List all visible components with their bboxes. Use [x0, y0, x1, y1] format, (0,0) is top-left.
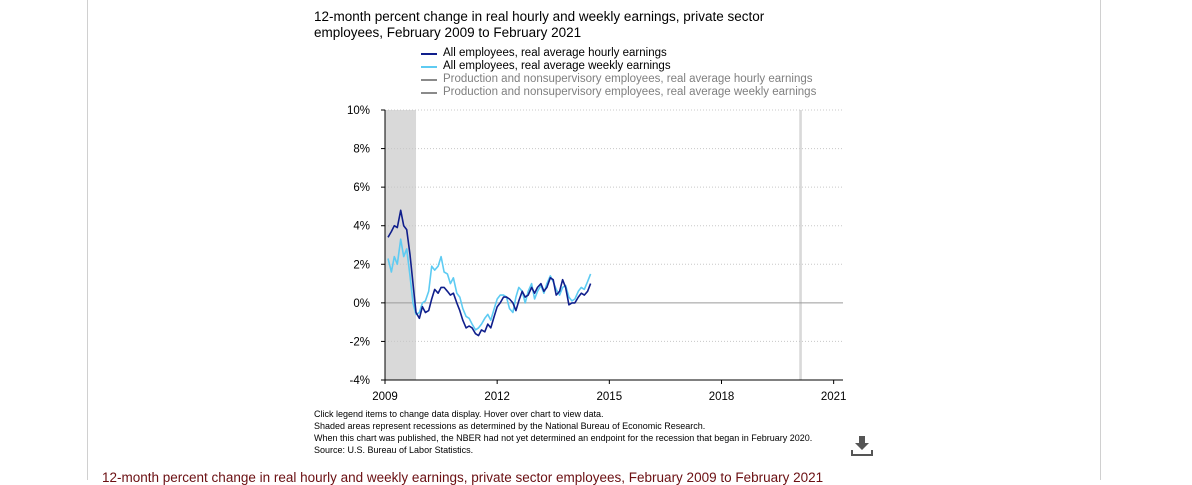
y-tick-label: 2%: [353, 259, 370, 271]
x-tick-label: 2009: [372, 391, 398, 403]
y-tick-label: 6%: [353, 182, 370, 194]
y-tick-label: -4%: [350, 375, 370, 387]
legend-swatch: [421, 52, 437, 55]
legend-item-production-hourly[interactable]: Production and nonsupervisory employees,…: [421, 73, 816, 86]
y-tick-label: -2%: [350, 336, 370, 348]
legend-item-all-weekly[interactable]: All employees, real average weekly earni…: [421, 60, 816, 73]
note-line: Source: U.S. Bureau of Labor Statistics.: [314, 445, 474, 455]
legend-label: All employees, real average hourly earni…: [443, 47, 667, 59]
x-tick-label: 2021: [821, 391, 847, 403]
legend-swatch: [421, 78, 437, 81]
series-line-hourly: [387, 209, 592, 337]
chart-title-link[interactable]: 12-month percent change in real hourly a…: [102, 470, 824, 485]
legend-item-all-hourly[interactable]: All employees, real average hourly earni…: [421, 47, 816, 60]
chart-legend: All employees, real average hourly earni…: [421, 47, 816, 99]
legend-item-production-weekly[interactable]: Production and nonsupervisory employees,…: [421, 86, 816, 99]
y-tick-label: 10%: [347, 105, 370, 117]
download-icon: [851, 436, 873, 456]
chart-notes: Click legend items to change data displa…: [314, 408, 812, 456]
legend-swatch: [421, 65, 437, 68]
note-line: Click legend items to change data displa…: [314, 409, 604, 419]
line-chart[interactable]: -4% -2% 0% 2% 4% 6% 8% 10% 2009 2012 2015 2018 2021: [300, 100, 870, 405]
chart-title: 12-month percent change in real hourly a…: [314, 9, 765, 40]
x-tick-label: 2018: [709, 391, 735, 403]
y-tick-label: 4%: [353, 221, 370, 233]
legend-swatch: [421, 91, 437, 94]
note-line: Shaded areas represent recessions as det…: [314, 421, 706, 431]
note-line: When this chart was published, the NBER …: [314, 433, 813, 443]
recession-band: [799, 110, 802, 380]
legend-label: Production and nonsupervisory employees,…: [443, 86, 817, 98]
y-tick-label: 0%: [353, 298, 370, 310]
content-frame: [87, 0, 1101, 480]
legend-label: All employees, real average weekly earni…: [443, 60, 671, 72]
x-tick-label: 2012: [484, 391, 510, 403]
y-tick-label: 8%: [353, 144, 370, 156]
legend-label: Production and nonsupervisory employees,…: [443, 73, 813, 85]
series-line-weekly: [387, 238, 592, 331]
download-button[interactable]: [850, 435, 874, 457]
x-tick-label: 2015: [597, 391, 623, 403]
